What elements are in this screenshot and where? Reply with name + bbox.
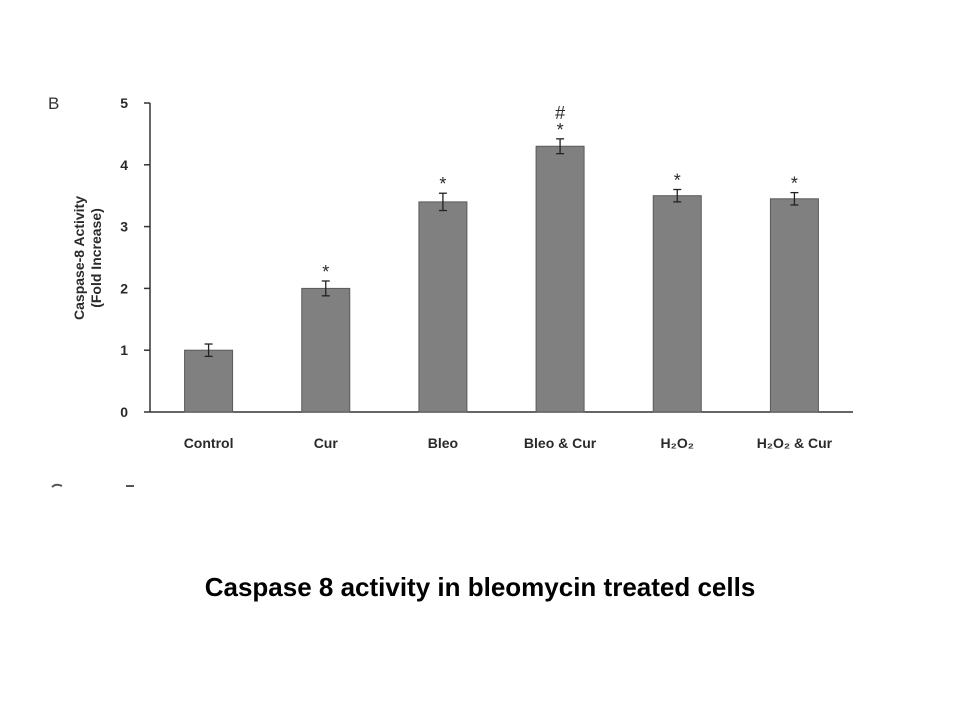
y-axis-title-line1: Caspase-8 Activity xyxy=(71,196,87,320)
panel-label: B xyxy=(48,94,59,113)
x-tick-label-0: Control xyxy=(184,435,234,451)
x-tick-label-5: H₂O₂ & Cur xyxy=(757,435,833,451)
y-tick-label: 1 xyxy=(120,342,128,358)
x-tick-label-1: Cur xyxy=(314,435,339,451)
significance-marker-2: * xyxy=(439,174,446,194)
bar-4 xyxy=(652,195,702,413)
bar-2 xyxy=(418,201,468,413)
significance-marker-4: * xyxy=(674,171,681,191)
figure-caption: Caspase 8 activity in bleomycin treated … xyxy=(204,572,756,602)
significance-marker-1: * xyxy=(322,262,329,282)
y-tick-label: 0 xyxy=(120,404,128,420)
hash-marker-3: # xyxy=(555,103,565,123)
y-axis-title: Caspase-8 Activity (Fold Increase) xyxy=(71,196,104,320)
y-tick-label: 2 xyxy=(120,280,128,296)
x-tick-label-2: Bleo xyxy=(428,435,458,451)
bars: ***#* * xyxy=(184,103,819,413)
x-tick-label-3: Bleo & Cur xyxy=(524,435,597,451)
bar-0 xyxy=(184,349,234,413)
significance-marker-3: * xyxy=(557,120,564,140)
x-tick-labels: Control Cur Bleo Bleo & Cur H₂O₂ H₂O₂ & Cur xyxy=(184,435,833,451)
significance-marker-5: * xyxy=(791,174,798,194)
bar-1 xyxy=(301,287,351,413)
bar-5 xyxy=(769,198,819,413)
y-tick-label: 4 xyxy=(120,157,128,173)
y-tick-label: 3 xyxy=(120,219,128,235)
x-tick-label-4: H₂O₂ xyxy=(661,435,694,451)
cropped-next-panel-fragment xyxy=(51,483,134,488)
y-ticks: 0 1 2 3 4 5 xyxy=(120,95,150,420)
bar-3 xyxy=(535,145,585,413)
y-tick-label: 5 xyxy=(120,95,128,111)
y-axis-title-line2: (Fold Increase) xyxy=(88,208,104,308)
